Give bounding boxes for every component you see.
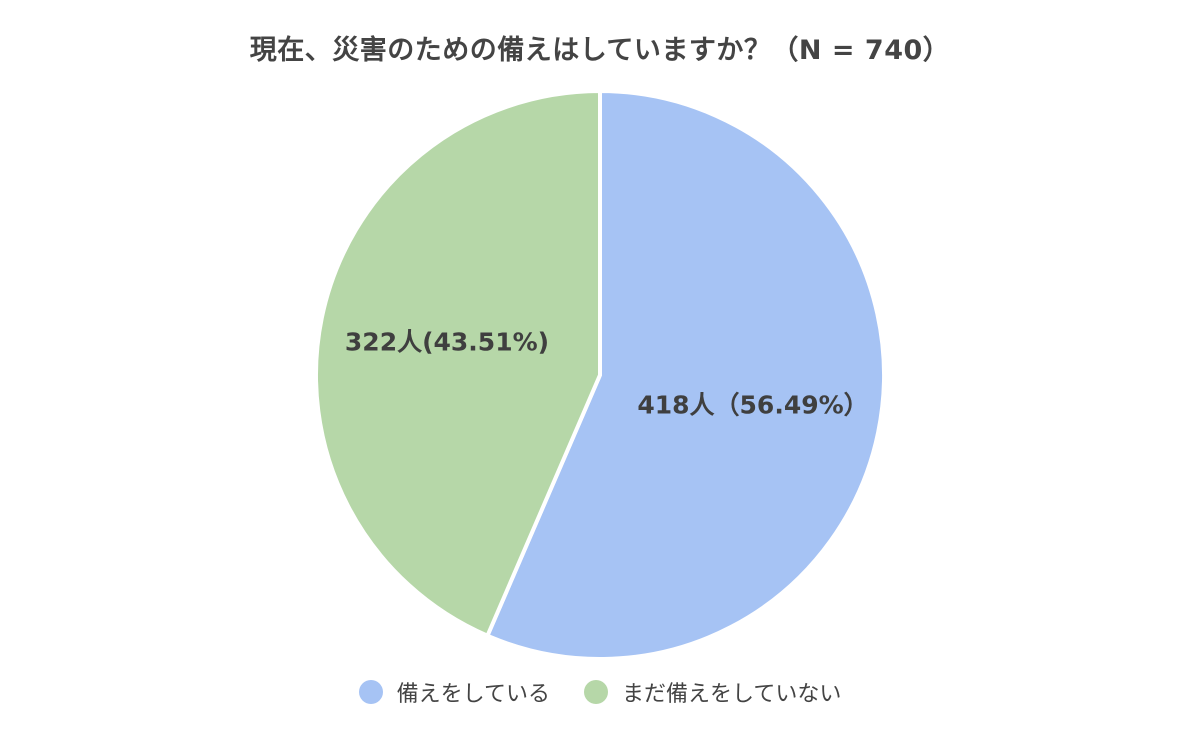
- legend-swatch-prepared: [358, 680, 383, 704]
- legend-item-not-prepared[interactable]: まだ備えをしていない: [584, 676, 841, 708]
- pie-slice-prepared[interactable]: [485, 89, 886, 661]
- legend-item-prepared[interactable]: 備えをしている: [358, 676, 550, 708]
- legend-label-prepared: 備えをしている: [396, 682, 550, 707]
- legend-swatch-not-prepared: [584, 680, 608, 704]
- slice-label-not-prepared: 322人(43.51%): [345, 327, 549, 356]
- legend-label-not-prepared: まだ備えをしていない: [622, 682, 842, 707]
- pie-slices: [314, 89, 886, 661]
- pie-slice-not-prepared[interactable]: [314, 89, 602, 638]
- slice-labels: 418人（56.49%） 322人(43.51%): [345, 327, 869, 419]
- chart-title: 現在、災害のための備えはしていますか？（N = 740）: [249, 35, 951, 66]
- legend: 備えをしている まだ備えをしていない: [0, 676, 1200, 708]
- slice-label-prepared: 418人（56.49%）: [637, 391, 868, 420]
